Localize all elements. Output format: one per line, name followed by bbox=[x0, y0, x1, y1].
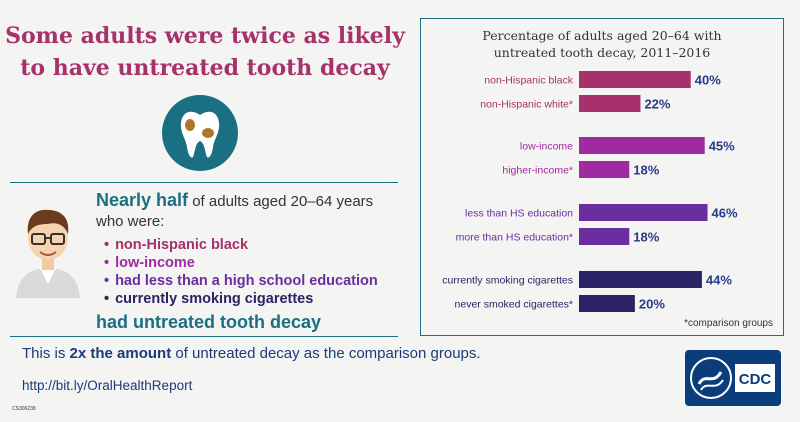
bar-label: non-Hispanic black bbox=[484, 75, 573, 87]
chart-panel: Percentage of adults aged 20–64 with unt… bbox=[420, 18, 784, 336]
bar-value-label: 46% bbox=[712, 206, 738, 221]
bar-chart: non-Hispanic black 40% non-Hispanic white*… bbox=[442, 71, 738, 312]
summary-item-1: low-income bbox=[104, 254, 406, 272]
document-code: CS306238 bbox=[12, 406, 36, 412]
bar-value-label: 20% bbox=[639, 297, 665, 312]
headline: Some adults were twice as likely to have… bbox=[0, 20, 410, 84]
comparison-suffix: of untreated decay as the comparison gro… bbox=[171, 345, 481, 362]
summary-item-3: currently smoking cigarettes bbox=[104, 290, 406, 308]
chart-title-line-1: Percentage of adults aged 20–64 with bbox=[482, 28, 722, 43]
bar-value-label: 18% bbox=[633, 230, 659, 245]
summary-item-2: had less than a high school education bbox=[104, 272, 406, 290]
bar bbox=[579, 204, 708, 221]
chart-footnote: *comparison groups bbox=[684, 318, 773, 329]
bar bbox=[579, 71, 691, 88]
tooth-icon bbox=[162, 95, 238, 171]
summary-text: Nearly half of adults aged 20–64 years w… bbox=[96, 190, 406, 333]
chart-title-line-2: untreated tooth decay, 2011–2016 bbox=[493, 45, 711, 60]
comparison-text: This is 2x the amount of untreated decay… bbox=[22, 345, 481, 362]
bar bbox=[579, 95, 641, 112]
bar bbox=[579, 228, 630, 245]
chart-title: Percentage of adults aged 20–64 with unt… bbox=[421, 27, 783, 61]
headline-line-2: to have untreated tooth decay bbox=[20, 55, 390, 81]
comparison-prefix: This is bbox=[22, 345, 70, 362]
bar bbox=[579, 295, 635, 312]
bar bbox=[579, 137, 705, 154]
bar-value-label: 44% bbox=[706, 273, 732, 288]
summary-lead: Nearly half of adults aged 20–64 years bbox=[96, 190, 406, 212]
cdc-logo-text: CDC bbox=[739, 371, 772, 388]
bar bbox=[579, 161, 630, 178]
comparison-bold: 2x the amount bbox=[69, 345, 172, 362]
summary-line-2: who were: bbox=[96, 213, 165, 230]
cdc-logo-icon: CDC bbox=[685, 350, 781, 406]
bar-value-label: 45% bbox=[709, 139, 735, 154]
summary-item-0: non-Hispanic black bbox=[104, 236, 406, 254]
left-divider-bottom bbox=[10, 336, 398, 337]
bar-label: currently smoking cigarettes bbox=[442, 275, 573, 287]
summary-outcome: had untreated tooth decay bbox=[96, 312, 322, 332]
summary-lead-bold: Nearly half bbox=[96, 190, 189, 210]
bar-label: never smoked cigarettes* bbox=[455, 299, 573, 311]
bar-value-label: 40% bbox=[695, 73, 721, 88]
bar-value-label: 22% bbox=[644, 97, 670, 112]
bar-label: non-Hispanic white* bbox=[480, 99, 573, 111]
bar-value-label: 18% bbox=[633, 163, 659, 178]
left-divider-top bbox=[10, 182, 398, 183]
bar-label: low-income bbox=[520, 141, 573, 153]
summary-list: non-Hispanic black low-income had less t… bbox=[96, 236, 406, 308]
report-link[interactable]: http://bit.ly/OralHealthReport bbox=[22, 378, 193, 393]
headline-line-1: Some adults were twice as likely bbox=[5, 23, 405, 49]
bar-label: higher-income* bbox=[502, 165, 573, 177]
person-avatar-icon bbox=[12, 198, 84, 303]
summary-lead-rest: of adults aged 20–64 years bbox=[188, 193, 374, 210]
bar bbox=[579, 271, 702, 288]
bar-label: less than HS education bbox=[465, 208, 573, 220]
bar-label: more than HS education* bbox=[456, 232, 573, 244]
